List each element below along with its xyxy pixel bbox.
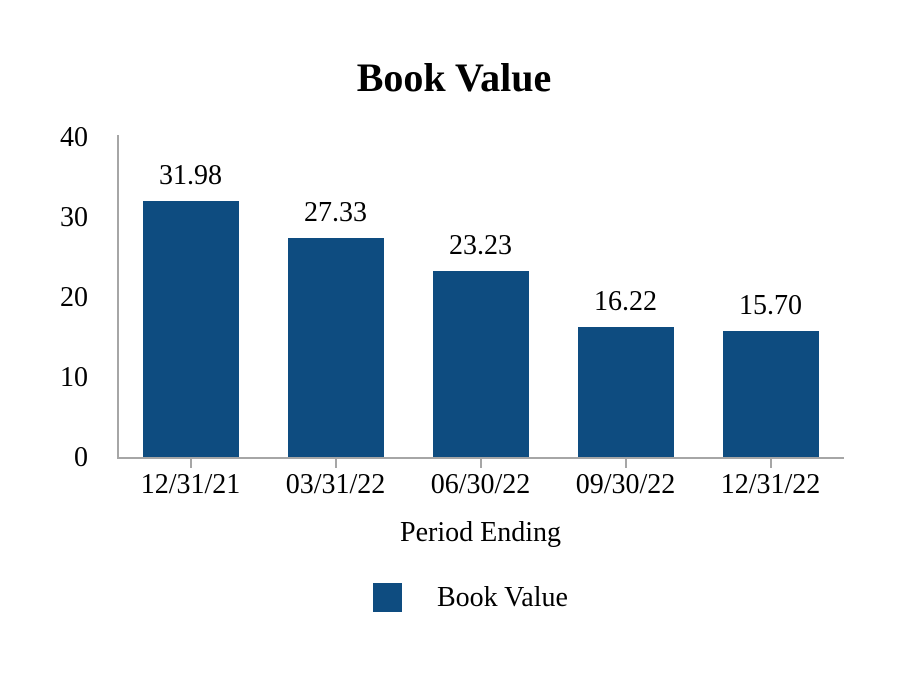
x-axis-tick-label: 12/31/22 <box>720 469 821 500</box>
y-axis-tick-label: 30 <box>60 202 88 233</box>
x-axis-tick-label: 03/31/22 <box>285 469 386 500</box>
y-axis-tick-label: 20 <box>60 282 88 313</box>
bar-value-label: 23.23 <box>449 230 512 262</box>
x-axis-line <box>117 457 844 459</box>
x-axis-tick <box>334 459 337 468</box>
bar-06/30/22 <box>432 271 529 457</box>
legend-label-book-value: Book Value <box>437 582 568 613</box>
x-axis-tick <box>624 459 627 468</box>
x-axis-tick-label: 12/31/21 <box>140 469 241 500</box>
chart-title: Book Value <box>356 55 552 100</box>
x-axis-tick-label: 06/30/22 <box>430 469 531 500</box>
x-axis-tick <box>189 459 192 468</box>
x-axis-tick <box>479 459 482 468</box>
y-axis-tick-label: 10 <box>60 362 88 393</box>
bar-12/31/22 <box>722 331 819 457</box>
bar-value-label: 15.70 <box>739 290 802 322</box>
x-axis-title: Period Ending <box>400 517 561 548</box>
y-axis-tick-label: 0 <box>74 442 88 473</box>
bar-value-label: 16.22 <box>594 286 657 318</box>
x-axis-tick-label: 09/30/22 <box>575 469 676 500</box>
legend-swatch-book-value <box>373 583 402 612</box>
bar-value-label: 31.98 <box>159 160 222 192</box>
bar-09/30/22 <box>577 327 674 457</box>
y-axis-tick-label: 40 <box>60 122 88 153</box>
x-axis-tick <box>769 459 772 468</box>
bar-12/31/21 <box>142 201 239 457</box>
bar-03/31/22 <box>287 238 384 457</box>
y-axis-line <box>117 135 119 459</box>
bar-value-label: 27.33 <box>304 197 367 229</box>
